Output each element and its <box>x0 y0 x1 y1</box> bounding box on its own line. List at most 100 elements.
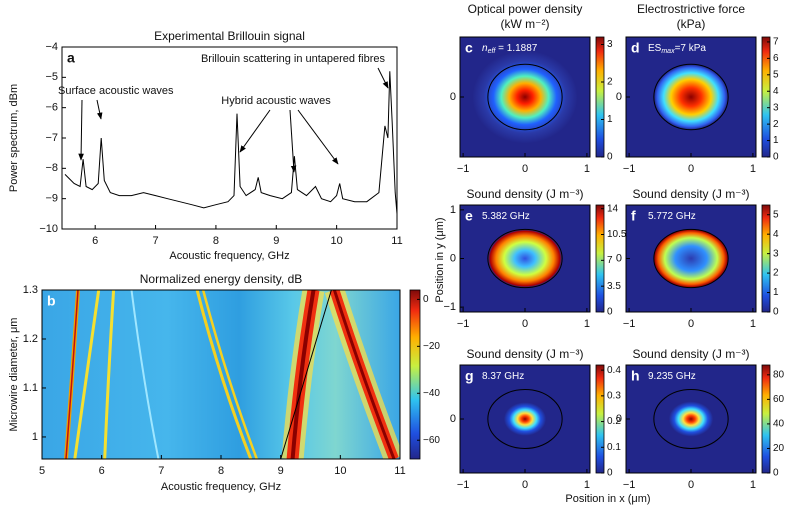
annotation-symbol: ES <box>648 43 662 54</box>
x-tick-label: 1 <box>584 163 590 175</box>
y-tick-label: −1 <box>443 301 456 313</box>
colorbar <box>761 204 771 313</box>
fibre-outline <box>487 389 563 449</box>
colorbar-tick-label: 60 <box>773 394 785 405</box>
colorbar-tick-label: 0 <box>773 468 779 479</box>
x-tick-label: 1 <box>750 479 756 491</box>
colorbar-tick-label: −40 <box>423 388 440 399</box>
panel-title: Optical power density <box>468 2 583 16</box>
annotation: neff = 1.1887 <box>482 43 538 55</box>
x-tick-label: 1 <box>584 479 590 491</box>
x-tick-label: 9 <box>278 465 284 477</box>
fibre-outline <box>653 389 729 449</box>
annotation: Surface acoustic waves <box>58 85 174 97</box>
colorbar-tick-label: 40 <box>773 419 785 430</box>
colorbar-tick-label: 3 <box>773 102 779 113</box>
annotation-text: =7 kPa <box>675 43 707 54</box>
x-tick-label: −1 <box>457 479 470 491</box>
colorbar-tick-label: 3 <box>773 248 779 259</box>
annotation: Brillouin scattering in untapered fibres <box>201 53 386 65</box>
energy-map <box>42 290 400 459</box>
panel-label: b <box>47 293 56 309</box>
x-tick-label: −1 <box>457 163 470 175</box>
y-tick-label: 1.2 <box>23 333 38 345</box>
y-tick-label: −7 <box>45 132 58 144</box>
colorbar-tick-label: 0.4 <box>607 365 621 376</box>
shared-y-label: Position in y (μm) <box>434 217 446 302</box>
fibre-outline <box>487 228 563 289</box>
y-tick-label: 1.1 <box>23 382 38 394</box>
colorbar-tick-label: 0 <box>607 307 613 318</box>
x-tick-label: −1 <box>623 163 636 175</box>
colorbar-tick-label: −60 <box>423 435 440 446</box>
colorbar-tick-label: 0 <box>423 294 429 305</box>
fibre-outline <box>653 63 729 131</box>
x-tick-label: 1 <box>750 163 756 175</box>
x-tick-label: −1 <box>457 318 470 330</box>
colorbar-tick-label: 4 <box>773 86 779 97</box>
colorbar-tick-label: 4 <box>773 229 779 240</box>
colorbar-tick-label: 20 <box>773 443 785 454</box>
x-tick-label: 0 <box>688 163 694 175</box>
colorbar-tick-label: 2 <box>607 77 613 88</box>
x-axis-label: Acoustic frequency, GHz <box>169 250 289 262</box>
colorbar-tick-label: 3 <box>607 39 613 50</box>
colorbar-tick-label: 7 <box>773 37 779 48</box>
x-tick-label: 1 <box>584 318 590 330</box>
annotation-symbol: n <box>482 43 488 54</box>
panel-title: Electrostrictive force <box>637 2 745 16</box>
annotation-subscript: eff <box>488 48 497 55</box>
colorbar <box>761 36 771 158</box>
x-tick-label: 10 <box>331 235 343 247</box>
x-tick-label: 6 <box>99 465 105 477</box>
y-tick-label: −4 <box>45 41 58 53</box>
x-tick-label: 0 <box>688 318 694 330</box>
y-tick-label: −8 <box>45 162 58 174</box>
colorbar-tick-label: 2 <box>773 119 779 130</box>
x-tick-label: 0 <box>522 163 528 175</box>
annotation-arrows <box>78 67 389 173</box>
colorbar-tick-label: 5 <box>773 69 779 80</box>
x-tick-label: 6 <box>92 235 98 247</box>
x-tick-label: 8 <box>213 235 219 247</box>
panel-label: f <box>631 208 636 224</box>
colorbar-tick-label: 1 <box>773 287 779 298</box>
y-tick-label: 0 <box>450 413 456 425</box>
axes-frame <box>61 46 398 230</box>
annotation-subscript: max <box>661 48 675 55</box>
colorbar <box>595 364 605 474</box>
x-tick-label: 10 <box>334 465 346 477</box>
annotation: ESmax=7 kPa <box>648 43 706 55</box>
colorbar <box>595 36 605 158</box>
panel-label: d <box>631 40 640 56</box>
colorbar-tick-label: 0 <box>773 307 779 318</box>
annotation-text: 8.37 GHz <box>482 371 524 382</box>
panel-title: Sound density (J m⁻³) <box>466 347 583 361</box>
colorbar <box>409 289 421 460</box>
colorbar-tick-label: 5 <box>773 209 779 220</box>
x-tick-label: 5 <box>39 465 45 477</box>
colorbar-tick-label: 1 <box>773 135 779 146</box>
x-tick-label: 11 <box>394 465 405 477</box>
annotation: 5.772 GHz <box>648 211 696 222</box>
colorbar-tick-label: 14 <box>607 203 619 214</box>
x-tick-label: 7 <box>152 235 158 247</box>
x-tick-label: −1 <box>623 479 636 491</box>
x-tick-label: 7 <box>158 465 164 477</box>
panel-subtitle: (kPa) <box>677 17 706 31</box>
panel-label: h <box>631 368 640 384</box>
panel-label: a <box>67 50 75 66</box>
colorbar-tick-label: 0 <box>607 152 613 163</box>
fibre-outline <box>487 63 563 131</box>
panel-subtitle: (kW m⁻²) <box>501 17 550 31</box>
y-tick-label: 1 <box>32 431 38 443</box>
colorbar-tick-label: 10.5 <box>607 229 627 240</box>
colorbar-tick-label: 2 <box>773 268 779 279</box>
x-tick-label: 9 <box>273 235 279 247</box>
annotation: Hybrid acoustic waves <box>221 95 331 107</box>
panel-label: c <box>465 40 473 56</box>
panel-title: Sound density (J m⁻³) <box>466 187 583 201</box>
panel-title: Normalized energy density, dB <box>140 272 303 286</box>
y-tick-label: 0 <box>450 252 456 264</box>
